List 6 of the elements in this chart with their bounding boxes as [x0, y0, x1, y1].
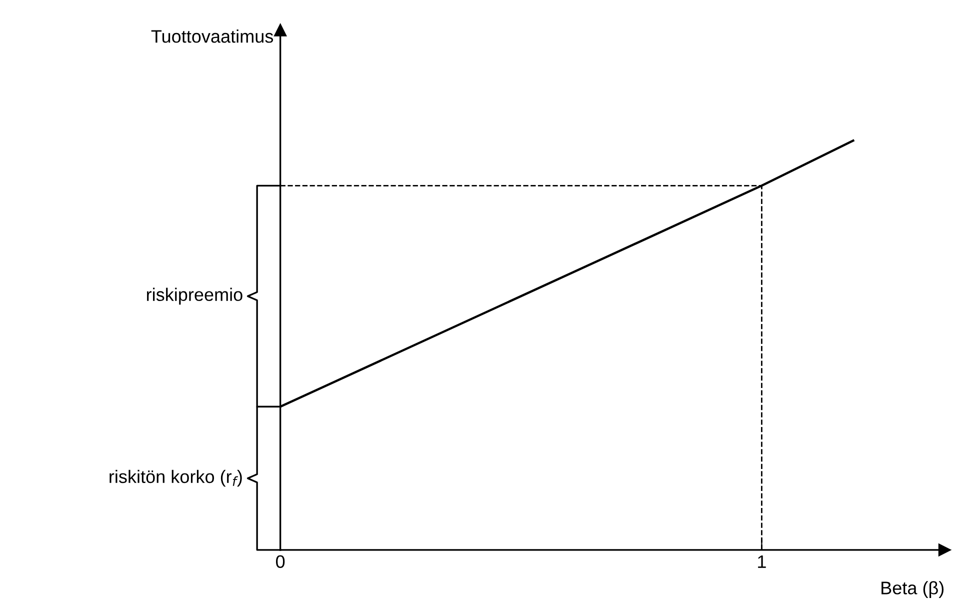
text: riskitön korko (r$_{f}$) [110, 470, 242, 487]
x-axis-title: Beta (β) [882, 581, 944, 598]
x-tick-label: 0 [276, 555, 285, 568]
text: riskipreemio [147, 288, 242, 305]
x-tick-label: 1 [758, 555, 766, 568]
text: Tuottovaatimus [151, 30, 274, 43]
